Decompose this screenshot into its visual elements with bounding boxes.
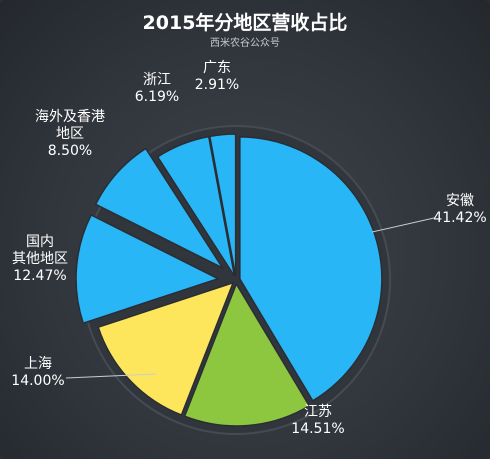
pie-slice-3 (97, 281, 235, 416)
leader-line-3 (65, 373, 157, 379)
leader-line-1 (371, 217, 435, 233)
slice-label-5: 海外及香港地区 8.50% (35, 109, 105, 159)
slice-label-6: 浙江 6.19% (135, 72, 179, 105)
slice-label-1: 安徽 41.42% (433, 193, 486, 226)
chart-subtitle: 西米农谷公众号 (210, 38, 280, 49)
slice-label-3: 上海 14.00% (11, 356, 64, 389)
pie-slice-7 (208, 133, 237, 277)
pie-slice-1 (239, 136, 383, 402)
slice-label-4: 国内其他地区 12.47% (12, 234, 68, 284)
pie-slice-5 (94, 147, 225, 270)
pie-slice-6 (156, 135, 236, 277)
pie-slice-4 (75, 214, 221, 325)
slice-label-2: 江苏 14.51% (291, 404, 344, 437)
chart-title: 2015年分地区营收占比 (142, 12, 348, 34)
slice-label-7: 广东 2.91% (195, 60, 239, 93)
pie-slice-2 (183, 282, 311, 427)
